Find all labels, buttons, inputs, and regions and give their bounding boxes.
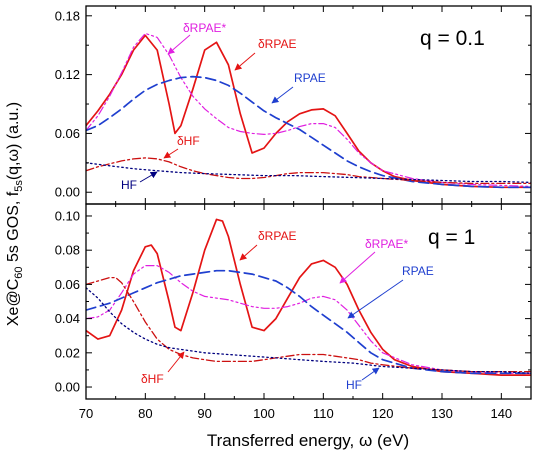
- annot-top-dhf: δHF: [177, 134, 200, 148]
- arrow-bot-drpaestar: [339, 251, 376, 284]
- series-hf-line-panel-1: [86, 287, 531, 374]
- series-hf-line-panel-0: [86, 162, 531, 184]
- y-tick-label-panel-1: 0.06: [55, 277, 80, 292]
- ticks-layer: 0.00 0.06 0.12 0.18 0.00 0.02 0.04 0.06 0.08 0.10…: [55, 6, 531, 421]
- arrow-top-drpaestar: [167, 34, 191, 55]
- frame-layer: [85, 5, 532, 400]
- arrow-bot-hf: [361, 367, 380, 381]
- x-tick-label: 130: [431, 406, 453, 421]
- arrow-bot-dhf: [167, 351, 185, 373]
- arrow-bot-rpae: [347, 279, 404, 319]
- x-axis-label: Transferred energy, ω (eV): [207, 431, 409, 450]
- annot-top-hf: HF: [121, 178, 137, 192]
- panel-label-top: q = 0.1: [420, 27, 485, 50]
- plot-layer: [86, 32, 531, 376]
- annot-bot-dhf: δHF: [141, 372, 164, 386]
- arrow-top-dhf: [163, 148, 179, 159]
- annot-bot-drpae: δRPAE: [258, 229, 296, 243]
- arrow-top-drpae: [234, 52, 256, 71]
- series-dhf-line-panel-0: [86, 157, 531, 185]
- y-tick-label-panel-1: 0.10: [55, 208, 80, 223]
- annot-bot-drpaestar: δRPAE*: [365, 237, 408, 251]
- panel-1-series-group: [86, 218, 531, 376]
- series-drpae-line-panel-1: [86, 218, 531, 376]
- annot-bot-rpae: RPAE: [402, 264, 434, 278]
- arrow-top-rpae: [271, 86, 294, 104]
- x-tick-label: 120: [372, 406, 394, 421]
- series-rpae-line-panel-1: [86, 269, 531, 375]
- panel-0-series-group: [86, 32, 531, 189]
- series-drpae-line-panel-0: [86, 34, 531, 189]
- series-dhf-line-panel-1: [86, 276, 531, 373]
- annot-top-rpae: RPAE: [294, 71, 326, 85]
- panel-label-bottom: q = 1: [428, 226, 475, 249]
- x-tick-label: 80: [138, 406, 152, 421]
- y-tick-label-panel-1: 0.04: [55, 311, 80, 326]
- y-tick-label-panel-1: 0.08: [55, 243, 80, 258]
- x-tick-label: 100: [253, 406, 275, 421]
- series-rpae-line-panel-0: [86, 75, 531, 189]
- y-tick-label-panel-1: 0.00: [55, 380, 80, 395]
- y-tick-label-panel-0: 0.18: [55, 8, 80, 23]
- arrow-top-hf: [139, 171, 158, 183]
- annot-top-drpaestar: δRPAE*: [183, 21, 226, 35]
- x-tick-label: 110: [313, 406, 334, 421]
- y-axis-label: Xe@C60 5s GOS, f5s(q,ω) (a.u.): [5, 102, 25, 326]
- y-tick-label-panel-0: 0.00: [55, 185, 80, 200]
- y-tick-label-panel-0: 0.06: [55, 126, 80, 141]
- annot-top-drpae: δRPAE: [258, 37, 296, 51]
- x-tick-label: 70: [79, 406, 93, 421]
- y-tick-label-panel-1: 0.02: [55, 345, 80, 360]
- arrow-bot-drpae: [239, 244, 258, 261]
- series-drpaestar-line-panel-0: [86, 32, 531, 187]
- x-tick-label: 90: [197, 406, 211, 421]
- y-tick-label-panel-0: 0.12: [55, 67, 80, 82]
- series-drpaestar-line-panel-1: [86, 265, 531, 374]
- x-tick-label: 140: [490, 406, 512, 421]
- annot-bot-hf: HF: [346, 378, 362, 392]
